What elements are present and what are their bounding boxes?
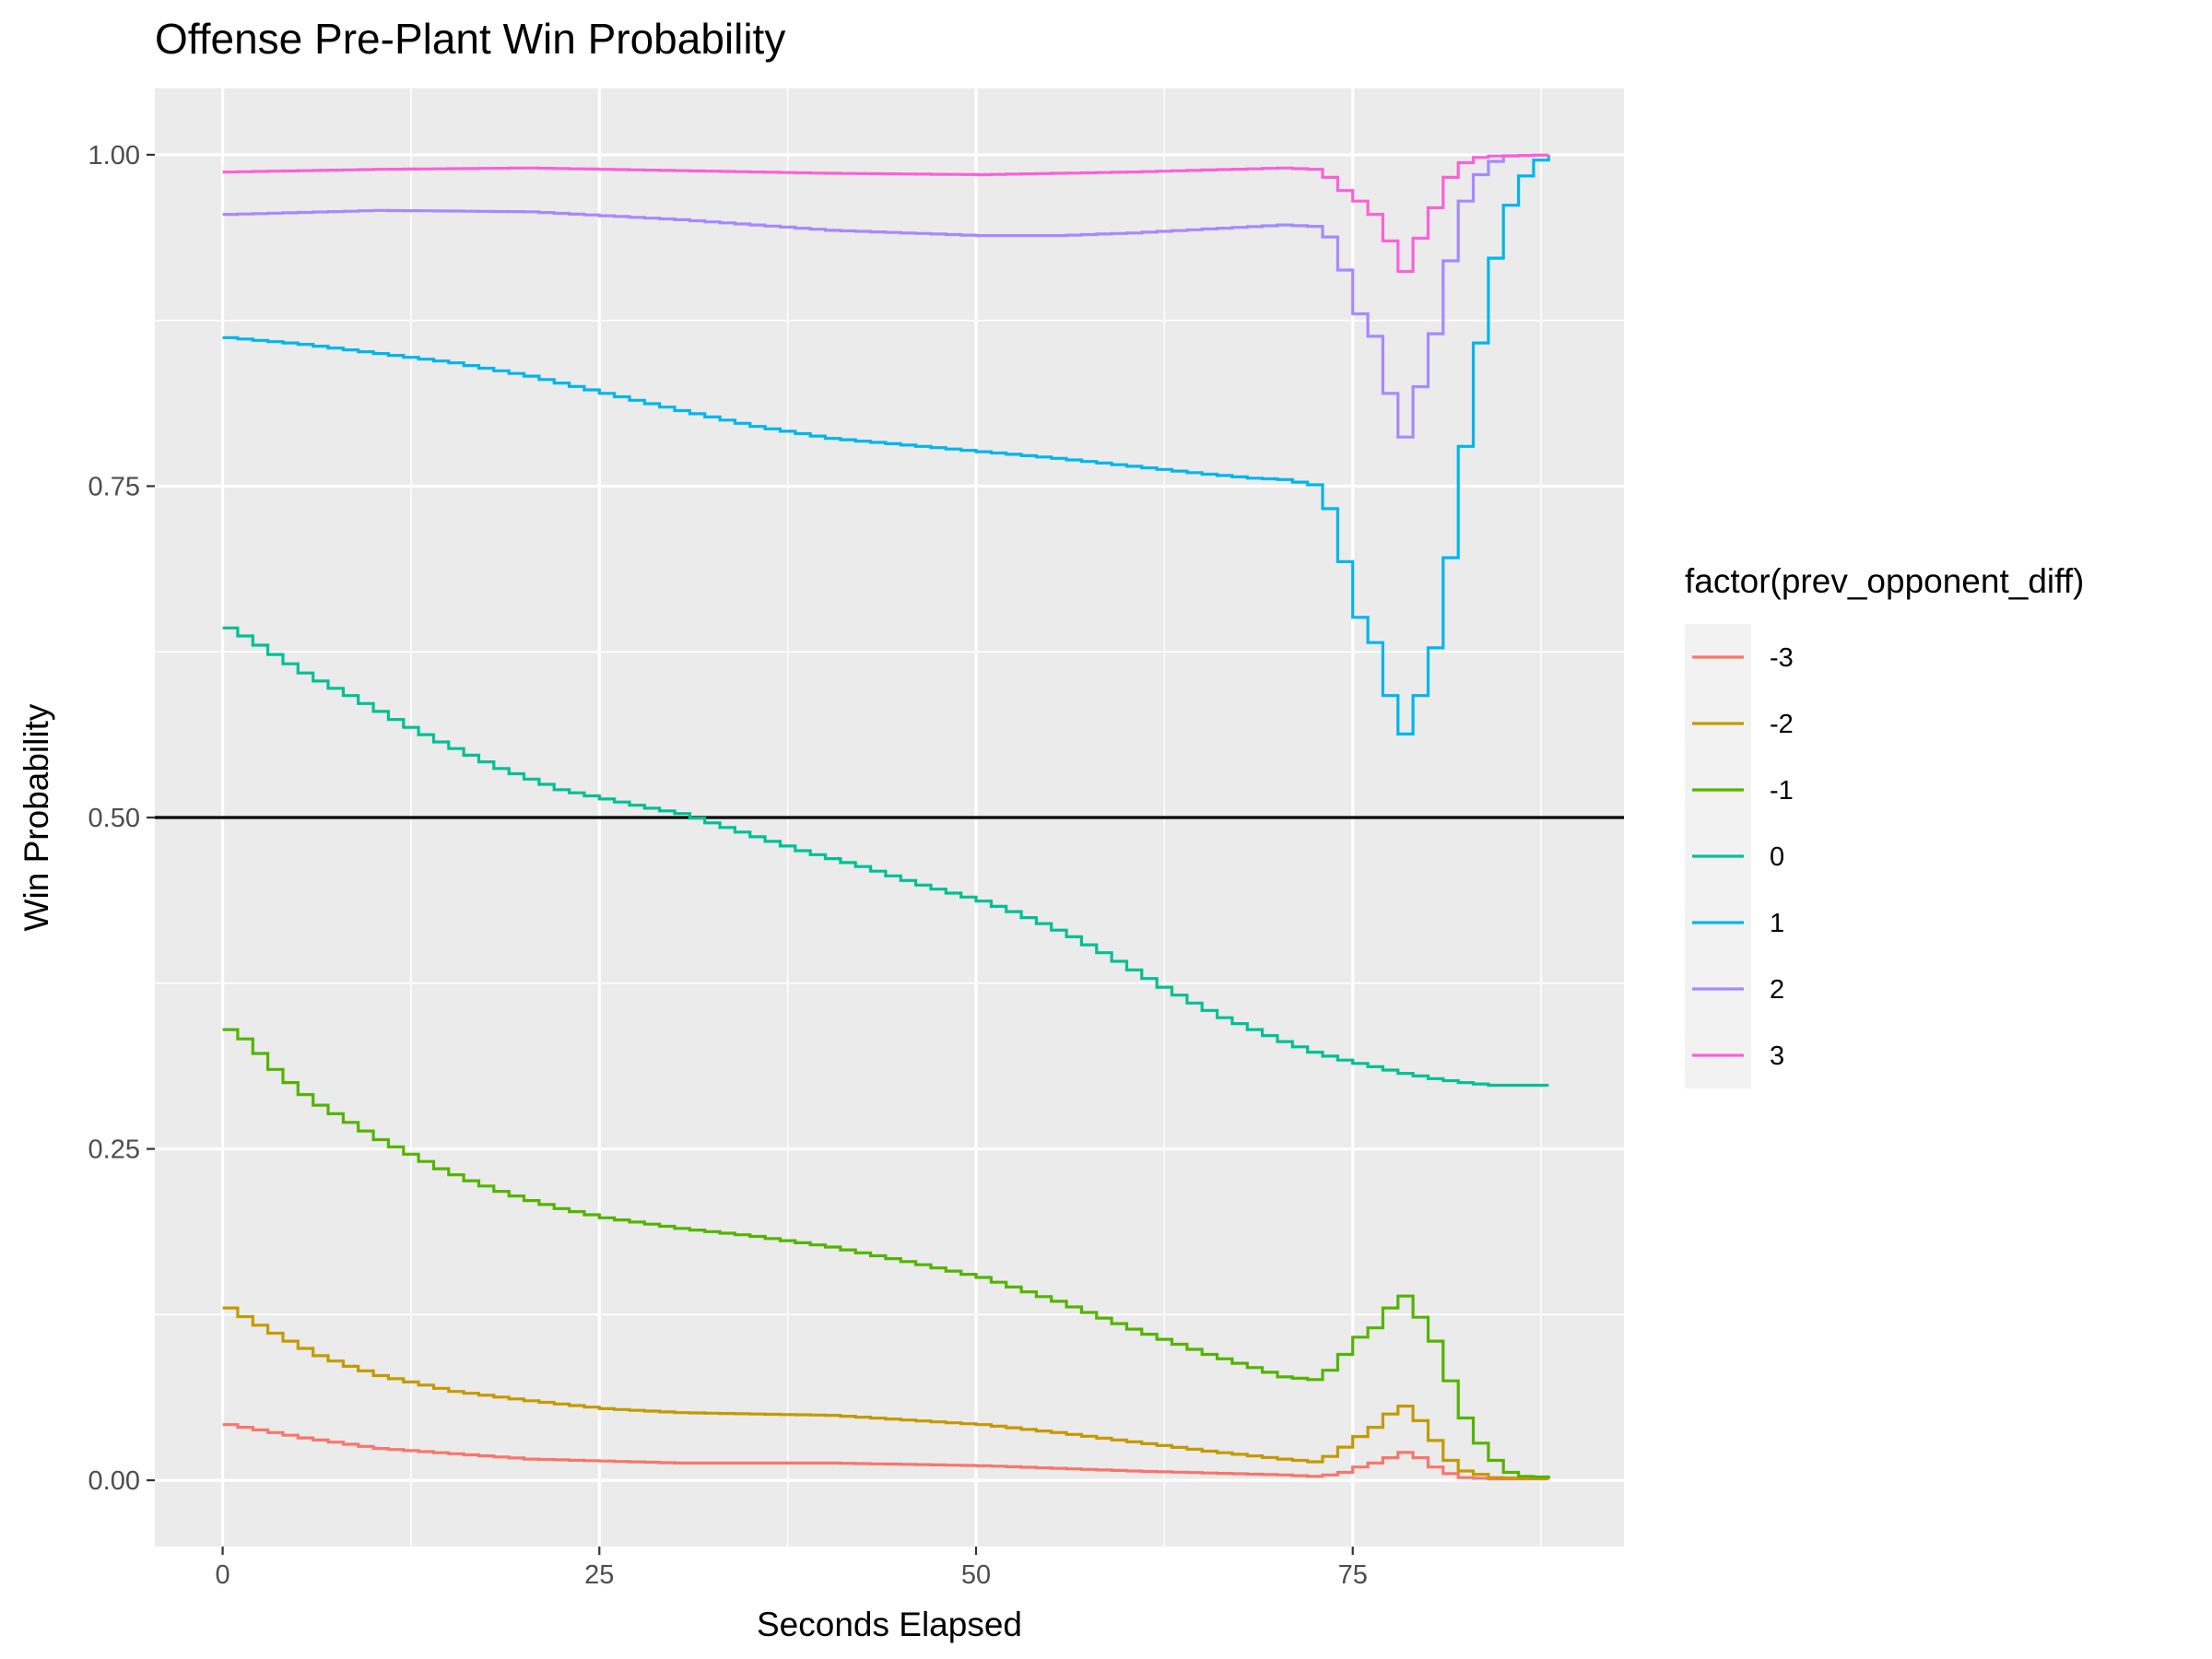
chart-title: Offense Pre-Plant Win Probability <box>155 15 785 63</box>
y-tick-label: 0.75 <box>88 472 140 501</box>
x-tick-label: 75 <box>1338 1560 1368 1590</box>
legend-label--3: -3 <box>1770 643 1794 673</box>
legend-label--2: -2 <box>1770 710 1794 739</box>
y-axis-title: Win Probability <box>18 703 55 931</box>
y-tick-label: 0.50 <box>88 804 140 833</box>
y-axis: 0.00 0.25 0.50 0.75 1.00 <box>88 141 155 1496</box>
series-line-1 <box>222 156 1550 735</box>
legend-label-2: 2 <box>1770 975 1784 1005</box>
legend-label-3: 3 <box>1770 1041 1784 1071</box>
legend-label-0: 0 <box>1770 842 1784 872</box>
x-tick-label: 50 <box>961 1560 991 1590</box>
x-tick-label: 25 <box>584 1560 614 1590</box>
legend-title: factor(prev_opponent_diff) <box>1685 562 2084 600</box>
y-tick-label: 0.00 <box>88 1466 140 1496</box>
y-tick-label: 1.00 <box>88 141 140 171</box>
series-line-2 <box>222 153 1550 439</box>
series-group <box>222 153 1550 1481</box>
series-line--3 <box>222 1423 1549 1481</box>
series-line--2 <box>222 1306 1550 1480</box>
x-axis-title: Seconds Elapsed <box>757 1606 1022 1643</box>
series-line--1 <box>222 1028 1550 1479</box>
series-line-0 <box>222 626 1549 1088</box>
legend-label-1: 1 <box>1770 909 1784 938</box>
legend-label--1: -1 <box>1770 776 1794 806</box>
x-axis: 0 25 50 75 <box>215 1547 1368 1590</box>
legend: factor(prev_opponent_diff) -3 -2 -1 0 1 2 3 <box>1685 562 2084 1088</box>
x-tick-label: 0 <box>215 1560 229 1590</box>
y-tick-label: 0.25 <box>88 1135 140 1165</box>
series-line-3 <box>222 153 1550 274</box>
